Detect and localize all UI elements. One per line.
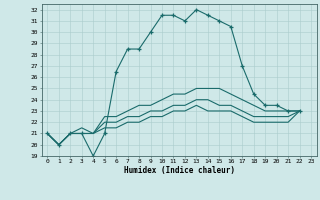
- X-axis label: Humidex (Indice chaleur): Humidex (Indice chaleur): [124, 166, 235, 175]
